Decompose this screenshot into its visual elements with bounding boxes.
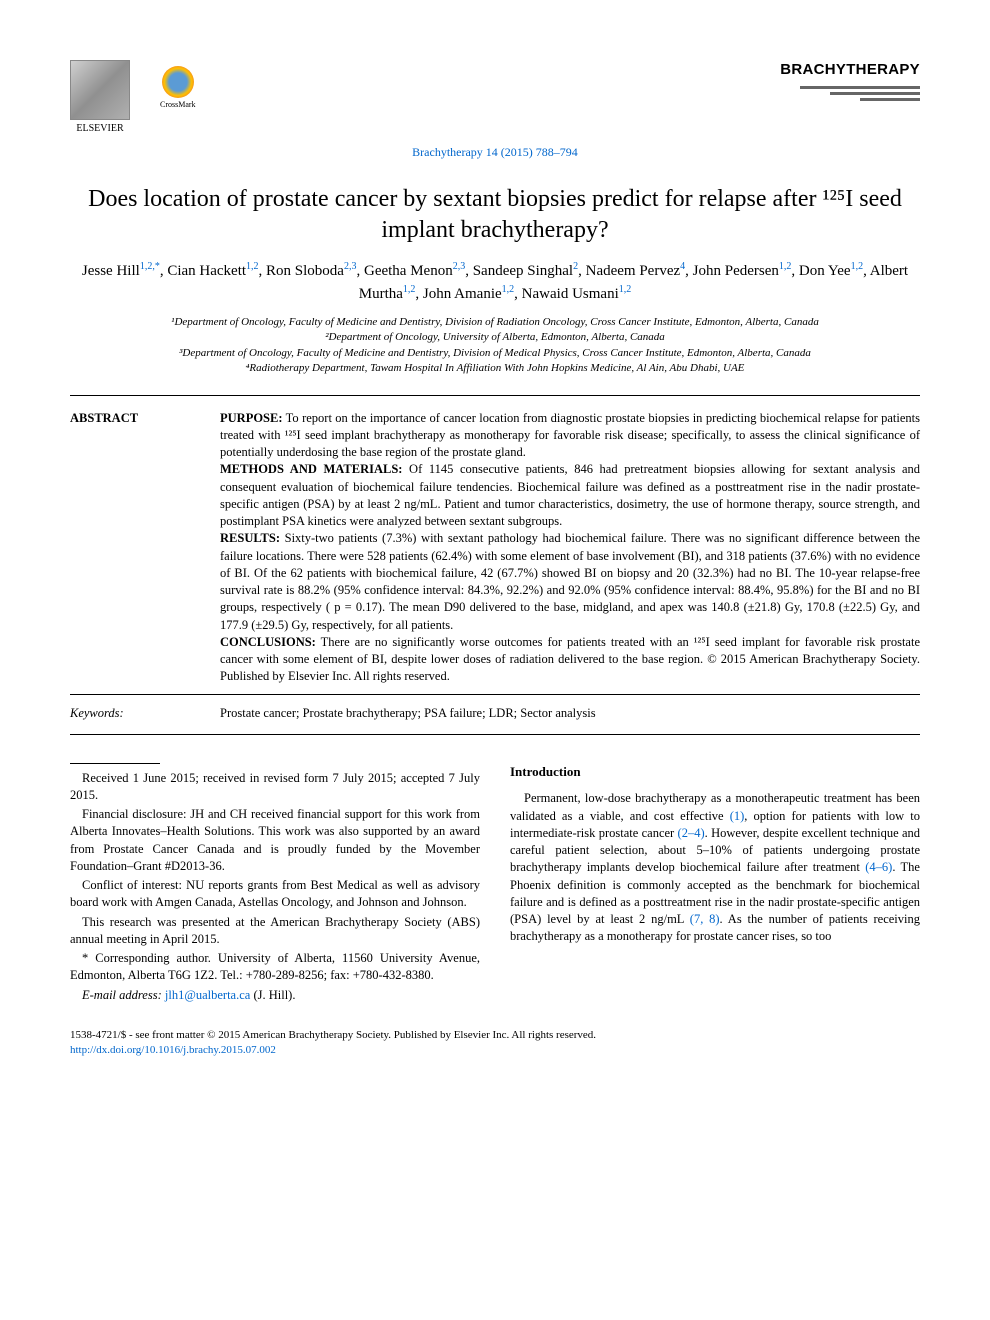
page-header: ELSEVIER CrossMark BRACHYTHERAPY xyxy=(70,60,920,136)
doi-link[interactable]: http://dx.doi.org/10.1016/j.brachy.2015.… xyxy=(70,1043,920,1058)
author-list: Jesse Hill1,2,*, Cian Hackett1,2, Ron Sl… xyxy=(70,260,920,305)
keywords-text: Prostate cancer; Prostate brachytherapy;… xyxy=(220,705,920,722)
page-footer: 1538-4721/$ - see front matter © 2015 Am… xyxy=(70,1028,920,1059)
crossmark-label: CrossMark xyxy=(160,100,196,111)
right-column: Introduction Permanent, low-dose brachyt… xyxy=(510,763,920,1004)
crossmark-icon xyxy=(162,66,194,98)
email-label: E-mail address: xyxy=(82,988,162,1002)
left-column: Received 1 June 2015; received in revise… xyxy=(70,763,480,1004)
footnote-divider xyxy=(70,763,160,764)
abstract-text: PURPOSE: To report on the importance of … xyxy=(220,410,920,686)
introduction-heading: Introduction xyxy=(510,763,920,781)
journal-name: BRACHYTHERAPY xyxy=(780,60,920,80)
corresponding-email: E-mail address: jlh1@ualberta.ca (J. Hil… xyxy=(70,987,480,1004)
divider xyxy=(70,734,920,735)
left-logo-group: ELSEVIER CrossMark xyxy=(70,60,196,136)
keywords-label: Keywords: xyxy=(70,705,180,722)
journal-logo: BRACHYTHERAPY xyxy=(780,60,920,104)
affiliation-list: ¹Department of Oncology, Faculty of Medi… xyxy=(70,315,920,377)
journal-bars-icon xyxy=(780,86,920,101)
copyright-line: 1538-4721/$ - see front matter © 2015 Am… xyxy=(70,1028,920,1043)
email-tail: (J. Hill). xyxy=(253,988,295,1002)
elsevier-label: ELSEVIER xyxy=(76,122,123,136)
keywords-row: Keywords: Prostate cancer; Prostate brac… xyxy=(70,695,920,734)
crossmark-badge[interactable]: CrossMark xyxy=(160,66,196,111)
elsevier-tree-icon xyxy=(70,60,130,120)
email-link[interactable]: jlh1@ualberta.ca xyxy=(165,988,250,1002)
citation-link[interactable]: Brachytherapy 14 (2015) 788–794 xyxy=(70,144,920,160)
abstract-label: ABSTRACT xyxy=(70,410,180,686)
article-title: Does location of prostate cancer by sext… xyxy=(70,184,920,246)
body-columns: Received 1 June 2015; received in revise… xyxy=(70,763,920,1004)
footnotes: Received 1 June 2015; received in revise… xyxy=(70,770,480,985)
abstract-block: ABSTRACT PURPOSE: To report on the impor… xyxy=(70,396,920,694)
introduction-body: Permanent, low-dose brachytherapy as a m… xyxy=(510,790,920,945)
elsevier-logo: ELSEVIER xyxy=(70,60,130,136)
